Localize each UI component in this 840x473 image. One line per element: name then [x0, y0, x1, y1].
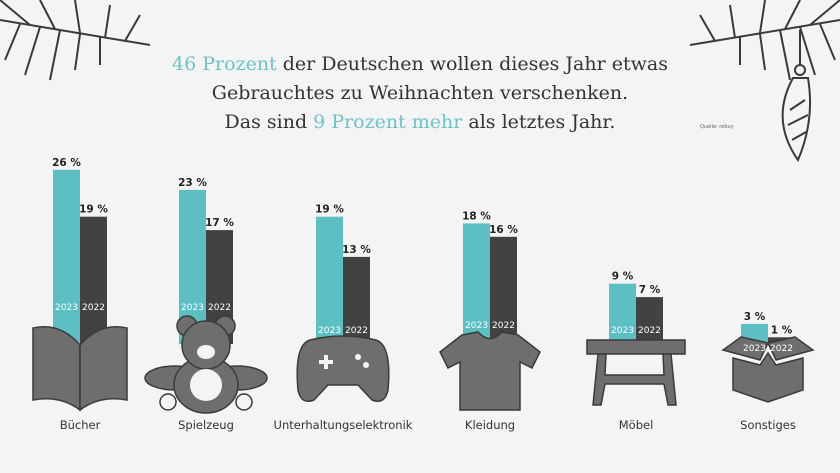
category-label: Kleidung: [465, 418, 515, 432]
table-icon: [586, 339, 686, 406]
bar-2023-2: [316, 216, 343, 344]
bar-2022-4: [636, 297, 663, 344]
value-label: 18 %: [462, 210, 491, 222]
category-label: Spielzeug: [178, 418, 234, 432]
category-icons: [32, 315, 815, 414]
bar-2022-0: [80, 216, 107, 344]
value-label: 23 %: [178, 177, 207, 189]
bar-2023-4: [609, 283, 636, 344]
year-label: 2023: [318, 326, 341, 336]
value-label: 7 %: [639, 284, 661, 296]
ornament-icon: [781, 30, 812, 163]
teddy-bear-icon: [144, 315, 268, 414]
headline-line3-end: als letztes Jahr.: [462, 111, 616, 133]
labels: 26 % 2023 19 % 2022 Bücher 23 % 2023 17 % 2022 Sp…: [52, 157, 796, 432]
headline-line3-start: Das sind: [224, 111, 314, 133]
year-label: 2022: [638, 326, 661, 336]
category-label: Bücher: [60, 418, 101, 432]
year-label: 2022: [345, 326, 368, 336]
box-icon: [721, 336, 815, 403]
year-label: 2023: [55, 303, 78, 313]
year-label: 2023: [743, 344, 766, 354]
bar-2023-0: [53, 169, 80, 344]
value-label: 17 %: [205, 217, 234, 229]
bar-2022-3: [490, 236, 517, 344]
year-label: 2022: [492, 321, 515, 331]
headline-line1: der Deutschen wollen dieses Jahr etwas: [276, 53, 668, 75]
year-label: 2022: [82, 303, 105, 313]
pine-branch-left-icon: [0, 0, 151, 81]
year-label: 2023: [611, 326, 634, 336]
pine-branch-right-icon: [689, 0, 840, 81]
bars: [53, 169, 795, 344]
value-label: 9 %: [612, 271, 634, 283]
year-label: 2022: [208, 303, 231, 313]
value-label: 1 %: [771, 324, 793, 336]
year-label: 2023: [181, 303, 204, 313]
tshirt-icon: [439, 331, 541, 411]
bar-2023-3: [463, 223, 490, 344]
headline: 46 Prozent der Deutschen wollen dieses J…: [0, 50, 840, 137]
gamepad-icon: [296, 335, 390, 402]
bar-2022-2: [343, 256, 370, 344]
headline-line2: Gebrauchtes zu Weihnachten verschenken.: [211, 82, 629, 104]
headline-highlight-2: 9 Prozent mehr: [313, 111, 463, 133]
year-label: 2023: [465, 321, 488, 331]
category-label: Sonstiges: [740, 418, 796, 432]
category-label: Unterhaltungselektronik: [274, 418, 413, 432]
value-label: 16 %: [489, 224, 518, 236]
book-icon: [32, 326, 128, 412]
headline-highlight-1: 46 Prozent: [172, 53, 277, 75]
value-label: 19 %: [79, 204, 108, 216]
value-label: 26 %: [52, 157, 81, 169]
year-label: 2022: [770, 344, 793, 354]
value-label: 13 %: [342, 244, 371, 256]
value-label: 19 %: [315, 204, 344, 216]
value-label: 3 %: [744, 311, 766, 323]
source-note: Quelle: rebuy: [700, 124, 734, 130]
category-label: Möbel: [619, 418, 654, 432]
